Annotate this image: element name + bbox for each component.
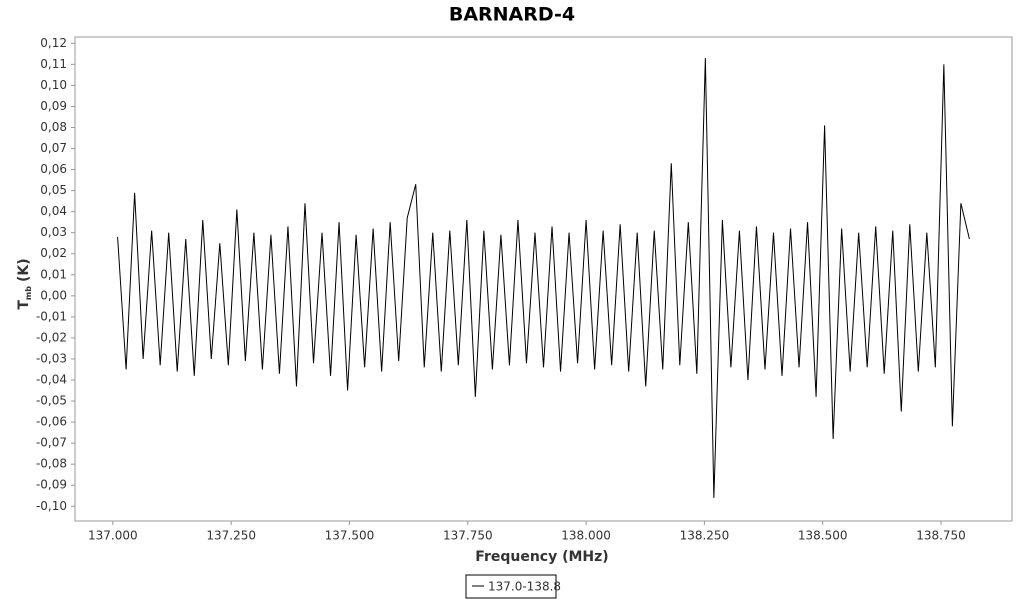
y-tick-label: -0,03 — [36, 351, 67, 365]
x-tick-label: 137.500 — [325, 529, 375, 543]
legend-box — [465, 574, 557, 599]
y-tick-label: 0,09 — [40, 99, 67, 113]
y-tick-label: 0,11 — [40, 57, 67, 71]
x-axis-title: Frequency (MHz) — [475, 549, 608, 565]
x-tick-label: 138.500 — [798, 529, 848, 543]
y-tick-label: 0,12 — [40, 36, 67, 50]
y-axis-subscript: mb — [24, 286, 33, 300]
y-tick-label: -0,05 — [36, 394, 67, 408]
y-tick-label: 0,08 — [40, 120, 67, 134]
chart-title: BARNARD-4 — [449, 4, 575, 26]
y-tick-label: 0,04 — [40, 204, 67, 218]
y-tick-label: -0,10 — [36, 499, 67, 513]
y-tick-label: 0,01 — [40, 267, 67, 281]
x-tick-label: 137.000 — [88, 529, 138, 543]
y-tick-label: -0,07 — [36, 436, 67, 450]
y-tick-label: -0,06 — [36, 415, 67, 429]
x-tick-label: 138.250 — [680, 529, 730, 543]
y-tick-label: 0,10 — [40, 78, 67, 92]
x-tick-label: 137.250 — [206, 529, 256, 543]
y-tick-label: -0,04 — [36, 373, 67, 387]
series-line — [117, 58, 970, 498]
y-tick-label: -0,01 — [36, 309, 67, 323]
y-tick-label: -0,02 — [36, 330, 67, 344]
y-tick-label: 0,02 — [40, 246, 67, 260]
y-tick-label: -0,08 — [36, 457, 67, 471]
legend-label: 137.0-138.8 — [488, 580, 561, 594]
y-tick-label: 0,06 — [40, 162, 67, 176]
x-tick-label: 138.750 — [916, 529, 966, 543]
plot-frame — [74, 36, 1013, 522]
y-axis-symbol: T — [16, 300, 32, 310]
y-tick-label: 0,05 — [40, 183, 67, 197]
y-tick-label: 0,03 — [40, 225, 67, 239]
y-tick-label: 0,07 — [40, 141, 67, 155]
x-tick-label: 137.750 — [443, 529, 493, 543]
y-axis-title: Tmb (K) — [16, 258, 33, 309]
y-tick-label: -0,09 — [36, 478, 67, 492]
y-axis-unit: (K) — [16, 258, 32, 282]
y-tick-label: 0,00 — [40, 288, 67, 302]
x-tick-label: 138.000 — [561, 529, 611, 543]
